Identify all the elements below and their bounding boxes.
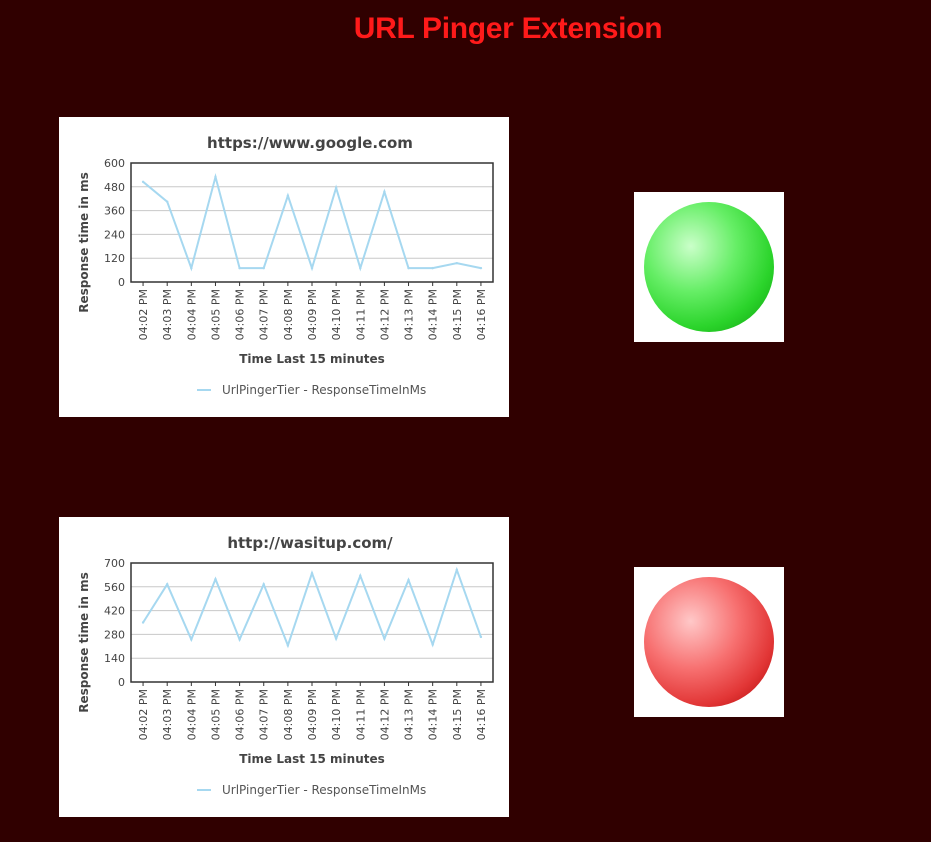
data-point: [190, 266, 193, 270]
x-axis-title: Time Last 15 minutes: [239, 752, 385, 766]
y-tick-label: 360: [104, 205, 125, 218]
data-point: [141, 621, 145, 624]
data-point: [455, 568, 458, 571]
x-tick-label: 04:03 PM: [161, 289, 174, 340]
data-point: [359, 574, 362, 577]
data-point: [190, 638, 193, 641]
x-tick-label: 04:13 PM: [403, 289, 416, 340]
data-point: [359, 266, 362, 270]
data-point: [383, 637, 386, 640]
x-tick-label: 04:16 PM: [475, 689, 488, 740]
x-tick-label: 04:11 PM: [354, 689, 367, 740]
data-point: [310, 266, 314, 270]
x-tick-label: 04:05 PM: [209, 689, 222, 740]
data-point: [238, 638, 241, 641]
x-tick-label: 04:09 PM: [306, 689, 319, 740]
x-tick-label: 04:11 PM: [354, 289, 367, 340]
data-point: [166, 583, 169, 586]
y-tick-label: 600: [104, 157, 125, 170]
x-tick-label: 04:09 PM: [306, 289, 319, 340]
y-axis-title: Response time in ms: [77, 572, 91, 713]
response-chart-wasitup: http://wasitup.com/0 140 280 420 560 700 04:02…: [59, 517, 509, 817]
x-tick-label: 04:04 PM: [185, 289, 198, 340]
x-tick-label: 04:04 PM: [185, 689, 198, 740]
legend-label: UrlPingerTier - ResponseTimeInMs: [222, 383, 426, 397]
data-point: [286, 644, 290, 647]
data-point: [262, 583, 265, 586]
data-point: [383, 190, 386, 193]
x-tick-label: 04:03 PM: [161, 689, 174, 740]
y-tick-label: 700: [104, 557, 125, 570]
x-tick-label: 04:08 PM: [282, 689, 295, 740]
y-tick-label: 420: [104, 605, 125, 618]
x-tick-label: 04:10 PM: [330, 689, 343, 740]
y-axis-title: Response time in ms: [77, 172, 91, 313]
x-tick-label: 04:14 PM: [427, 289, 440, 340]
data-point: [310, 572, 314, 575]
data-point: [262, 266, 265, 270]
y-tick-label: 280: [104, 628, 125, 641]
data-point: [455, 261, 458, 265]
x-tick-label: 04:02 PM: [137, 689, 150, 740]
x-tick-label: 04:07 PM: [258, 289, 271, 340]
response-chart-google: https://www.google.com 0 120 240 360 480 600 04…: [59, 117, 509, 417]
data-point: [431, 266, 434, 270]
data-point: [431, 643, 434, 646]
x-tick-label: 04:15 PM: [451, 689, 464, 740]
status-indicator-google: [634, 192, 784, 342]
y-tick-label: 560: [104, 581, 125, 594]
series-line: [142, 172, 482, 272]
x-tick-label: 04:08 PM: [282, 289, 295, 340]
chart-svg: https://www.google.com 0 120 240 360 480 600 04…: [77, 134, 494, 397]
y-tick-label: 240: [104, 228, 125, 241]
x-tick-label: 04:15 PM: [451, 289, 464, 340]
data-point: [407, 578, 410, 582]
data-point: [334, 186, 338, 189]
y-tick-label: 0: [118, 676, 125, 689]
y-tick-label: 120: [104, 252, 125, 265]
chart-title: https://www.google.com: [207, 134, 413, 152]
plot-frame: [130, 162, 494, 283]
legend-label: UrlPingerTier - ResponseTimeInMs: [222, 783, 426, 797]
x-tick-label: 04:06 PM: [234, 689, 247, 740]
data-point: [166, 200, 169, 203]
y-tick-label: 0: [118, 276, 125, 289]
x-axis-title: Time Last 15 minutes: [239, 352, 385, 366]
x-tick-label: 04:07 PM: [258, 689, 271, 740]
x-tick-label: 04:12 PM: [378, 289, 391, 340]
data-point: [141, 180, 145, 184]
y-tick-label: 140: [104, 652, 125, 665]
status-indicator-wasitup: [634, 567, 784, 717]
green-status-orb-icon: [644, 202, 774, 332]
x-tick-label: 04:13 PM: [403, 689, 416, 740]
chart-svg: http://wasitup.com/0 140 280 420 560 700 04:02…: [77, 534, 494, 797]
x-tick-label: 04:06 PM: [234, 289, 247, 340]
data-point: [479, 635, 483, 639]
red-status-orb-icon: [644, 577, 774, 707]
x-tick-label: 04:14 PM: [427, 689, 440, 740]
data-point: [479, 266, 483, 270]
x-tick-label: 04:02 PM: [137, 289, 150, 340]
x-tick-label: 04:12 PM: [378, 689, 391, 740]
data-point: [214, 577, 217, 581]
data-point: [214, 175, 217, 179]
data-point: [407, 266, 410, 270]
data-point: [334, 637, 338, 640]
page-title: URL Pinger Extension: [353, 12, 663, 45]
chart-title: http://wasitup.com/: [227, 534, 393, 552]
x-tick-label: 04:05 PM: [209, 289, 222, 340]
data-point: [286, 194, 290, 197]
y-tick-label: 480: [104, 181, 125, 194]
x-tick-label: 04:16 PM: [475, 289, 488, 340]
data-point: [238, 266, 241, 270]
x-tick-label: 04:10 PM: [330, 289, 343, 340]
plot-frame: [130, 562, 494, 683]
